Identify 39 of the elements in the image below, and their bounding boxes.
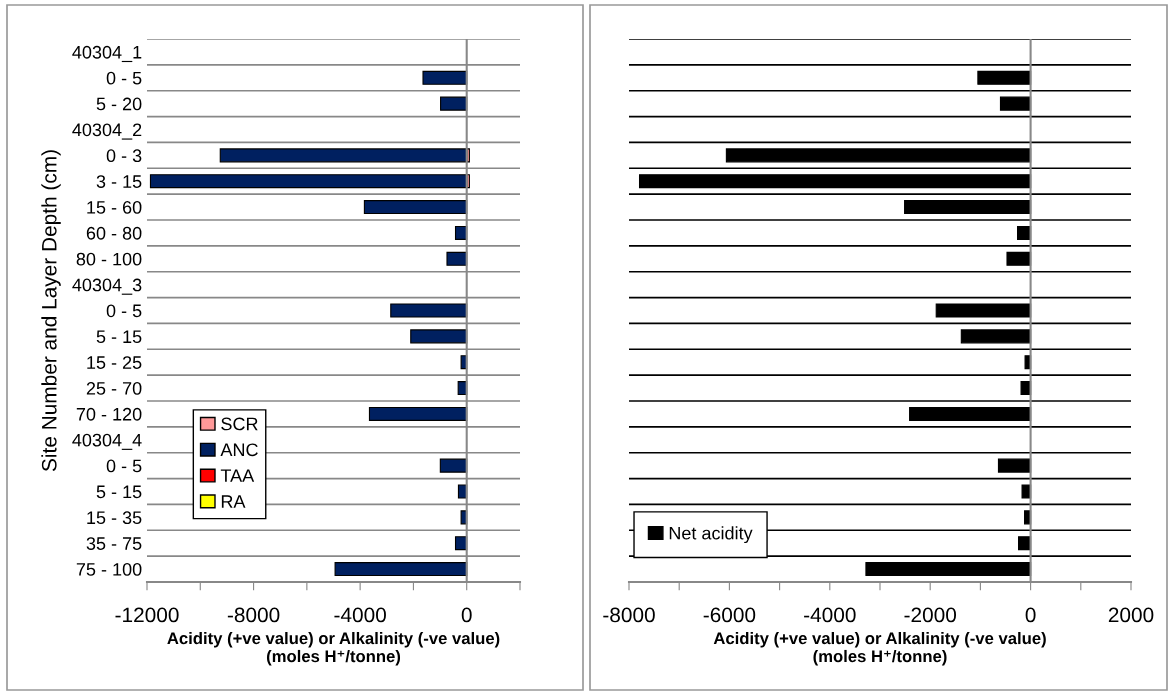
y-tick-label: 15 - 35	[87, 511, 142, 525]
x-tick-label: -2000	[904, 607, 957, 623]
y-tick-label: 40304_3	[72, 278, 142, 295]
x-tick-label: 0	[461, 607, 472, 623]
x-axis-title: Acidity (+ve value) or Alkalinity (-ve value) (moles H⁺/tonne)	[167, 631, 500, 666]
legend-label: Net acidity	[669, 526, 753, 544]
y-tick-label: 15 - 60	[87, 201, 142, 214]
y-tick-label: 40304_2	[72, 123, 142, 140]
y-tick-label: 5 - 15	[96, 485, 142, 499]
y-tick-label: 40304_1	[72, 45, 142, 63]
x-tick-label: -4000	[804, 607, 856, 623]
y-tick-label: 60 - 80	[86, 226, 142, 240]
legend-label: SCR	[221, 417, 258, 431]
y-tick-label: 5 - 15	[96, 330, 142, 344]
legend-label: RA	[221, 495, 246, 508]
y-tick-label: 5 - 20	[96, 97, 142, 111]
y-tick-label: 0 - 5	[106, 459, 142, 473]
x-tick-label: -12000	[115, 607, 179, 623]
y-tick-label: 80 - 100	[76, 252, 142, 266]
x-axis-title: Acidity (+ve value) or Alkalinity (-ve value) (moles H⁺/tonne)	[713, 631, 1046, 666]
y-tick-label: 0 - 5	[106, 304, 142, 318]
y-tick-label: 15 - 25	[87, 356, 142, 369]
legend-label: ANC	[220, 443, 258, 457]
x-tick-label: -8000	[603, 607, 655, 623]
y-tick-label: 70 - 120	[76, 407, 142, 421]
legend-label: TAA	[220, 469, 255, 482]
y-tick-label: 40304_4	[72, 433, 142, 450]
x-tick-label: -8000	[227, 607, 280, 623]
x-tick-label: 0	[1025, 607, 1036, 623]
y-tick-label: 3 - 15	[96, 175, 142, 188]
x-tick-label: -6000	[703, 607, 756, 623]
y-tick-label: 0 - 3	[106, 149, 142, 163]
y-tick-label: 35 - 75	[86, 537, 142, 550]
y-tick-label: 75 - 100	[76, 563, 142, 576]
x-tick-label: -4000	[334, 607, 386, 623]
y-tick-label: 0 - 5	[106, 71, 142, 85]
y-tick-label: 25 - 70	[86, 382, 142, 395]
x-tick-label: 2000	[1108, 607, 1154, 623]
y-axis-title: Site Number and Layer Depth (cm)	[41, 150, 61, 472]
